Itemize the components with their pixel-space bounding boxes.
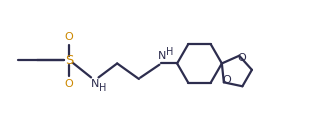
Text: O: O	[237, 53, 246, 63]
Text: H: H	[99, 83, 106, 93]
Text: O: O	[65, 79, 73, 89]
Text: H: H	[166, 47, 173, 57]
Text: N: N	[91, 79, 100, 89]
Text: N: N	[158, 51, 166, 61]
Text: O: O	[222, 75, 231, 85]
Text: S: S	[65, 54, 73, 67]
Text: O: O	[65, 32, 73, 42]
